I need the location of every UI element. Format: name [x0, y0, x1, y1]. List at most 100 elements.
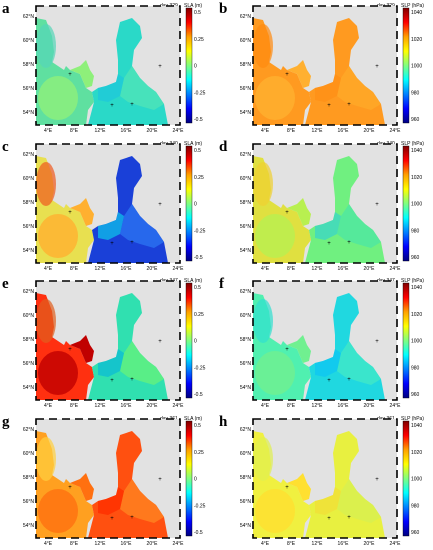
lat-tick-label: 54°N	[23, 385, 35, 391]
lon-tick-label: 8°E	[70, 128, 79, 134]
map-frame	[252, 142, 398, 264]
colorbar-title: SLA (m)	[184, 3, 203, 9]
sea-pattern	[38, 351, 78, 395]
station-marker: +	[285, 72, 289, 78]
lon-tick-label: 16°E	[338, 541, 350, 547]
lon-tick-label: 16°E	[121, 266, 133, 272]
colorbar-tick-label: 0.25	[194, 449, 204, 455]
colorbar-title: SLA (m)	[184, 278, 203, 284]
lat-tick-label: 60°N	[23, 451, 35, 457]
colorbar-tick-label: 0	[194, 201, 197, 207]
colorbar-tick-label: 1040	[411, 10, 422, 16]
lon-tick-label: 12°E	[312, 541, 324, 547]
station-marker: +	[130, 515, 134, 521]
station-marker: +	[130, 240, 134, 246]
lon-tick-label: 8°E	[70, 403, 79, 409]
station-marker: +	[375, 477, 379, 483]
lat-tick-label: 60°N	[240, 313, 252, 319]
map-svg: + + + +62°N 60°N 58°N 56°N 54°N 4°E 8°E 12°E 16°E 20…	[23, 417, 206, 547]
lon-tick-label: 20°E	[147, 403, 159, 409]
lon-tick-label: 24°E	[390, 128, 402, 134]
station-marker: +	[130, 102, 134, 108]
lat-tick-label: 54°N	[23, 523, 35, 529]
lat-tick-label: 62°N	[23, 427, 35, 433]
panel-label: e	[2, 276, 9, 292]
map-frame	[35, 417, 181, 539]
station-marker: +	[68, 210, 72, 216]
lon-tick-label: 16°E	[338, 403, 350, 409]
colorbar-tick-label: 980	[411, 365, 420, 371]
colorbar-tick-label: 1040	[411, 285, 422, 291]
sea-pattern	[36, 299, 56, 343]
lon-tick-label: 4°E	[261, 128, 270, 134]
colorbar-tick-label: 960	[411, 255, 420, 261]
panel-label: h	[219, 413, 228, 430]
lon-tick-label: 12°E	[95, 266, 107, 272]
station-marker: +	[347, 102, 351, 108]
station-marker: +	[110, 378, 114, 384]
station-marker: +	[68, 347, 72, 353]
panel-c: cday 340SLA (m)++++62°N60°N58°N56°N54°N4…	[0, 138, 216, 275]
station-marker: +	[327, 516, 331, 522]
map: + + + +	[252, 142, 398, 264]
lon-tick-label: 24°E	[173, 128, 185, 134]
colorbar-tick-label: -0.5	[194, 530, 203, 536]
lon-tick-label: 4°E	[261, 266, 270, 272]
lat-tick-label: 56°N	[240, 499, 252, 505]
lat-tick-label: 58°N	[23, 200, 35, 206]
kattegat	[287, 335, 311, 363]
colorbar-title: SLA (m)	[184, 415, 203, 422]
lon-tick-label: 24°E	[390, 541, 402, 547]
sea-pattern	[255, 76, 295, 120]
station-marker: +	[375, 202, 379, 208]
colorbar-tick-label: -0.5	[194, 117, 203, 123]
colorbar	[402, 7, 410, 124]
sea-pattern	[98, 486, 124, 515]
sea-pattern	[315, 349, 341, 377]
panel-label: f	[219, 276, 224, 292]
lon-tick-label: 8°E	[287, 266, 296, 272]
colorbar-tick-label: -0.5	[194, 255, 203, 261]
colorbar-tick-label: 1040	[411, 148, 422, 154]
sea-pattern	[315, 211, 341, 240]
colorbar-tick-label: 960	[411, 117, 420, 123]
lat-tick-label: 58°N	[23, 62, 35, 68]
station-marker: +	[327, 103, 331, 109]
lon-tick-label: 4°E	[261, 541, 270, 547]
map: + + + +	[252, 280, 398, 401]
map: + + + +	[35, 5, 181, 126]
lon-tick-label: 12°E	[95, 541, 107, 547]
lon-tick-label: 16°E	[338, 128, 350, 134]
station-marker: +	[110, 103, 114, 109]
station-marker: +	[158, 477, 162, 483]
kattegat	[70, 472, 94, 501]
map-svg: + + + +62°N 60°N 58°N 56°N 54°N 4°E 8°E 12°E 16°E 20…	[23, 5, 206, 134]
lon-tick-label: 24°E	[390, 266, 402, 272]
lon-tick-label: 8°E	[70, 266, 79, 272]
lon-tick-label: 20°E	[147, 266, 159, 272]
colorbar-tick-label: 1020	[411, 174, 422, 180]
panel-d: dday 340SLP (hPa)++++62°N60°N58°N56°N54°…	[217, 138, 433, 275]
colorbar-title: SLP (hPa)	[401, 3, 424, 9]
sea-pattern	[36, 24, 56, 68]
sea-pattern	[120, 341, 164, 385]
colorbar-tick-label: 980	[411, 90, 420, 96]
station-marker: +	[285, 347, 289, 353]
lon-tick-label: 4°E	[44, 128, 53, 134]
lat-tick-label: 56°N	[240, 361, 252, 367]
kattegat	[287, 197, 311, 226]
sea-pattern	[120, 478, 164, 523]
colorbar	[402, 420, 410, 536]
kattegat	[70, 60, 94, 88]
lat-tick-label: 58°N	[240, 62, 252, 68]
lon-tick-label: 20°E	[364, 128, 376, 134]
colorbar-title: SLP (hPa)	[401, 278, 424, 284]
panel-h: hday 361SLP (hPa)++++62°N60°N58°N56°N54°…	[217, 413, 433, 550]
sea-pattern	[36, 161, 56, 206]
colorbar-tick-label: 0	[194, 476, 197, 482]
colorbar-tick-label: 0.5	[194, 423, 201, 429]
sea-pattern	[337, 478, 381, 523]
lon-tick-label: 16°E	[338, 266, 350, 272]
station-marker: +	[158, 202, 162, 208]
lon-tick-label: 4°E	[44, 266, 53, 272]
